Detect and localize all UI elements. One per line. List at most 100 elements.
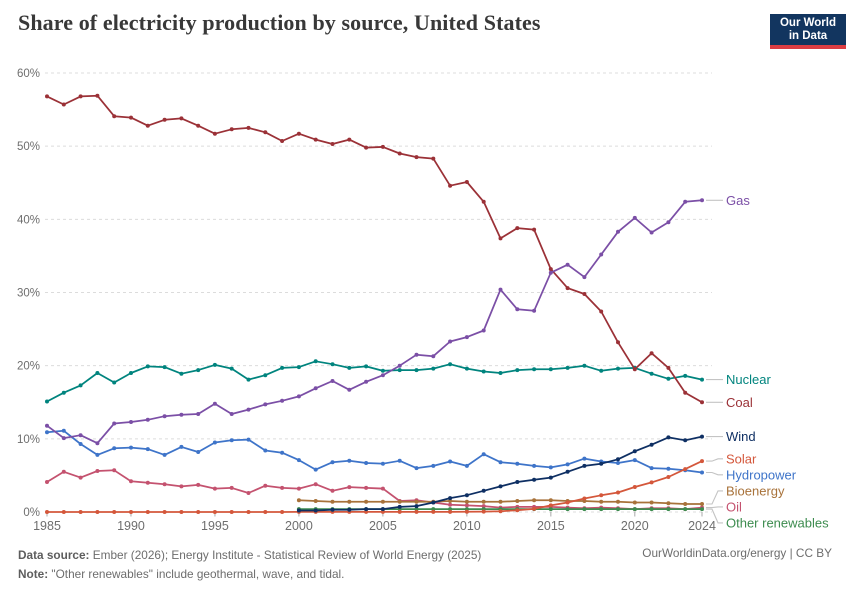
series-label-solar[interactable]: Solar <box>726 451 757 466</box>
series-point <box>196 510 201 514</box>
series-point <box>162 365 167 370</box>
x-tick-label: 2024 <box>688 519 716 533</box>
series-line-nuclear[interactable] <box>46 360 703 403</box>
series-label-coal[interactable]: Coal <box>726 395 753 410</box>
x-tick-label: 2000 <box>285 519 313 533</box>
series-point <box>481 504 486 509</box>
series-point <box>380 461 385 466</box>
series-point <box>296 365 301 370</box>
series-point <box>347 499 352 504</box>
series-point <box>246 510 251 514</box>
series-point <box>313 137 318 142</box>
series-point <box>700 434 704 439</box>
series-label-hydropower[interactable]: Hydropower <box>726 467 797 482</box>
series-point <box>95 441 100 446</box>
series-point <box>280 450 285 455</box>
x-tick-label: 1990 <box>117 519 145 533</box>
series-point <box>212 510 217 514</box>
y-tick-label: 40% <box>17 214 40 226</box>
series-point <box>263 373 268 378</box>
series-point <box>246 377 251 382</box>
series-line-coal[interactable] <box>46 94 703 404</box>
series-point <box>179 444 184 449</box>
series-point <box>565 507 570 512</box>
series-point <box>380 144 385 149</box>
series-point <box>112 510 117 514</box>
series-point <box>700 459 704 464</box>
series-point <box>532 367 537 372</box>
series-point <box>448 339 453 344</box>
series-line-hydropower[interactable] <box>46 429 703 474</box>
series-point <box>380 507 385 512</box>
series-point <box>364 507 369 512</box>
series-point <box>330 499 335 504</box>
series-point <box>45 94 49 99</box>
series-label-gas[interactable]: Gas <box>726 193 750 208</box>
series-point <box>229 412 234 416</box>
y-tick-label: 60% <box>17 68 40 80</box>
series-line-gas[interactable] <box>46 199 703 445</box>
series-point <box>145 447 150 452</box>
series-point <box>515 499 520 503</box>
series-point <box>162 452 167 457</box>
series-point <box>649 230 654 235</box>
series-label-other-renewables[interactable]: Other renewables <box>726 515 829 530</box>
series-point <box>45 430 49 435</box>
series-point <box>481 328 486 333</box>
series-point <box>548 498 553 503</box>
note-line: Note: "Other renewables" include geother… <box>18 565 832 584</box>
series-point <box>129 420 133 424</box>
series-point <box>683 373 688 378</box>
y-tick-label: 30% <box>17 288 40 300</box>
series-point <box>448 183 453 188</box>
series-point <box>179 116 184 121</box>
series-point <box>632 449 637 454</box>
series-point <box>481 509 486 514</box>
series-line-solar[interactable] <box>46 460 703 513</box>
series-point <box>548 270 553 275</box>
series-point <box>666 435 671 440</box>
owid-logo[interactable]: Our World in Data <box>770 14 846 49</box>
series-point <box>78 383 83 388</box>
series-point <box>582 496 587 501</box>
series-point <box>666 365 671 370</box>
credit-link[interactable]: OurWorldinData.org/energy | CC BY <box>642 546 832 560</box>
series-point <box>313 386 318 391</box>
series-point <box>649 480 654 485</box>
series-point <box>649 371 654 376</box>
series-point <box>112 114 117 119</box>
series-label-nuclear[interactable]: Nuclear <box>726 372 771 387</box>
series-point <box>296 131 301 136</box>
series-point <box>246 407 251 412</box>
series-point <box>397 363 402 368</box>
series-point <box>229 438 234 443</box>
series-label-oil[interactable]: Oil <box>726 499 742 514</box>
series-point <box>45 480 49 484</box>
series-point <box>700 507 704 512</box>
series-point <box>129 115 133 120</box>
label-connector <box>706 458 723 462</box>
series-point <box>431 366 436 371</box>
label-connector <box>706 506 723 509</box>
series-point <box>616 507 620 512</box>
series-point <box>700 377 704 382</box>
series-label-bioenergy[interactable]: Bioenergy <box>726 483 785 498</box>
series-point <box>599 493 604 498</box>
series-point <box>700 502 704 506</box>
series-point <box>78 94 83 99</box>
series-point <box>45 510 49 514</box>
series-point <box>95 371 100 375</box>
series-point <box>229 366 234 371</box>
series-point <box>448 502 453 507</box>
series-label-wind[interactable]: Wind <box>726 429 756 444</box>
x-tick-label: 2010 <box>453 519 481 533</box>
series-point <box>95 93 100 98</box>
series-point <box>616 229 620 234</box>
series-point <box>666 507 671 512</box>
series-point <box>380 499 385 504</box>
series-point <box>431 156 436 161</box>
series-point <box>179 371 184 376</box>
series-line-wind[interactable] <box>298 435 703 512</box>
series-line-oil[interactable] <box>46 469 703 510</box>
series-point <box>464 335 469 340</box>
